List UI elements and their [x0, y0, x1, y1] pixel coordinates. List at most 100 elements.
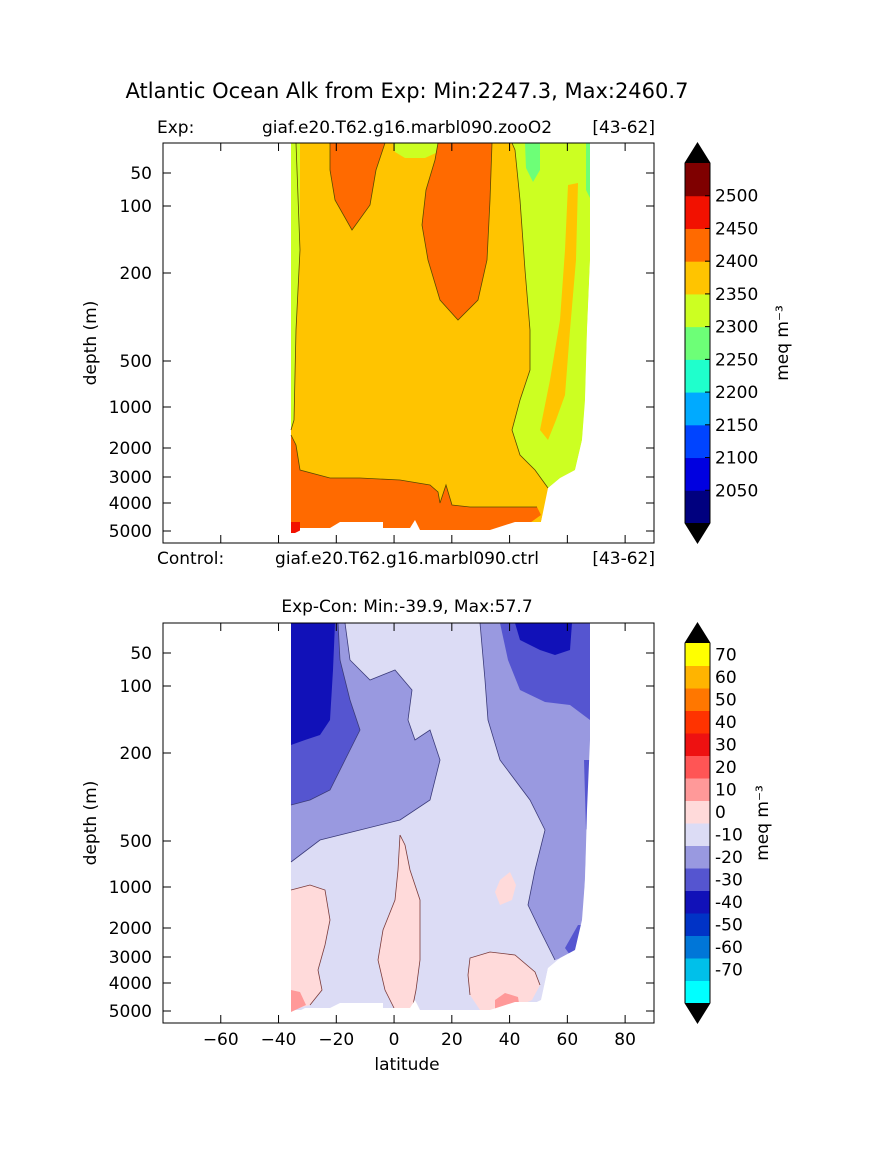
y-tick-label: 200 — [120, 744, 152, 764]
top-footer-center: giaf.e20.T62.g16.marbl090.ctrl — [275, 549, 539, 569]
bottom-field-p10-mid — [378, 835, 420, 1010]
bottom-plot-frame — [162, 622, 655, 1024]
colorbar-tick-label: 2200 — [715, 383, 758, 403]
top-plot-frame — [162, 142, 655, 544]
colorbar-segment — [685, 733, 710, 756]
y-tick-label: 1000 — [109, 878, 152, 898]
colorbar-segment — [685, 490, 710, 524]
y-tick-label: 2000 — [109, 919, 152, 939]
bottom-field-m40-left — [291, 623, 335, 745]
x-tick-label: 40 — [499, 1030, 521, 1050]
top-field-2300-mid — [393, 143, 440, 158]
colorbar-segment — [685, 688, 710, 711]
colorbar-tick-label: 2050 — [715, 481, 758, 501]
colorbar-under-triangle — [685, 1003, 710, 1023]
top-field-2350-intrusion — [540, 183, 578, 440]
y-tick-label: 100 — [120, 197, 152, 217]
colorbar-outline — [684, 142, 711, 544]
figure-title: Atlantic Ocean Alk from Exp: Min:2247.3,… — [126, 79, 689, 103]
bottom-seafloor-mask — [291, 623, 654, 1023]
bottom-contour-line-a — [290, 623, 441, 863]
top-contour-line-c — [329, 143, 386, 231]
colorbar-segment — [685, 890, 710, 914]
colorbar-segment — [685, 755, 710, 779]
colorbar-segment — [685, 980, 710, 1004]
colorbar-tick-label: -20 — [715, 848, 743, 868]
bottom-contour-line-f — [467, 951, 541, 996]
bottom-y-label: depth (m) — [81, 781, 101, 866]
colorbar-outline — [684, 622, 711, 1024]
y-tick-label: 4000 — [109, 974, 152, 994]
colorbar-tick-label: 70 — [715, 645, 737, 665]
x-tick-label: −20 — [318, 1030, 354, 1050]
top-header-right: [43-62] — [592, 118, 655, 138]
bottom-contour-line-b — [479, 623, 556, 961]
top-contour-field — [290, 143, 654, 543]
colorbar-tick-label: 20 — [715, 758, 737, 778]
x-tick-label: 80 — [614, 1030, 636, 1050]
y-tick-label: 2000 — [109, 439, 152, 459]
bottom-colorbar-label: meq m⁻³ — [753, 785, 773, 861]
bottom-y-axis: 50 100 200 500 1000 2000 3000 4000 5000 — [109, 644, 654, 1022]
colorbar-over-triangle — [685, 623, 710, 643]
bottom-contour-field — [290, 623, 654, 1023]
y-tick-label: 50 — [130, 644, 152, 664]
colorbar-tick-label: 2300 — [715, 318, 758, 338]
top-header-left: Exp: — [157, 118, 194, 138]
top-footer-right: [43-62] — [592, 549, 655, 569]
colorbar-segment — [685, 823, 710, 846]
top-y-label: depth (m) — [81, 301, 101, 386]
top-header-center: giaf.e20.T62.g16.marbl090.zooO2 — [262, 118, 552, 138]
top-field-2450 — [291, 522, 300, 533]
y-tick-label: 3000 — [109, 468, 152, 488]
top-y-axis: 50 100 200 500 1000 2000 3000 4000 5000 — [109, 143, 654, 543]
top-contour-line-a — [290, 143, 301, 431]
top-seafloor-mask — [291, 143, 654, 543]
colorbar-segment — [685, 800, 710, 824]
top-contour-line-e — [290, 434, 537, 508]
x-tick-label: −40 — [261, 1030, 297, 1050]
colorbar-segment — [685, 163, 710, 197]
y-tick-label: 50 — [130, 164, 152, 184]
colorbar-tick-label: 2350 — [715, 285, 758, 305]
bottom-field-m30-deep — [565, 925, 582, 955]
colorbar-tick-label: 40 — [715, 713, 737, 733]
colorbar-segment — [685, 868, 710, 891]
bottom-contour-line-c — [290, 623, 361, 806]
colorbar-over-triangle — [685, 143, 710, 163]
top-contour-line-b — [511, 143, 549, 489]
bottom-field-m40-right — [515, 623, 572, 655]
colorbar-tick-label: -70 — [715, 960, 743, 980]
colorbar-tick-label: -60 — [715, 938, 743, 958]
colorbar-tick-label: -40 — [715, 893, 743, 913]
colorbar-tick-label: -50 — [715, 915, 743, 935]
colorbar-segment — [685, 457, 710, 491]
y-tick-label: 3000 — [109, 948, 152, 968]
colorbar-tick-label: 30 — [715, 735, 737, 755]
y-tick-label: 4000 — [109, 494, 152, 514]
x-tick-label: 20 — [441, 1030, 463, 1050]
colorbar-tick-label: 2450 — [715, 219, 758, 239]
colorbar-tick-label: 2100 — [715, 449, 758, 469]
colorbar-segment — [685, 424, 710, 459]
top-field-2250-b — [586, 143, 591, 200]
colorbar-tick-label: 0 — [715, 803, 726, 823]
colorbar-tick-label: 50 — [715, 690, 737, 710]
colorbar-segment — [685, 326, 710, 360]
bottom-contour-line-e — [377, 834, 421, 1011]
bottom-x-label: latitude — [374, 1055, 439, 1075]
colorbar-under-triangle — [685, 523, 710, 543]
bottom-panel: Exp-Con: Min:-39.9, Max:57.7 — [81, 597, 773, 1075]
x-tick-label: 60 — [557, 1030, 579, 1050]
bottom-contour-line-d — [290, 884, 331, 1006]
y-tick-label: 100 — [120, 677, 152, 697]
bottom-field-p10-left — [291, 885, 330, 1010]
bottom-title: Exp-Con: Min:-39.9, Max:57.7 — [281, 597, 532, 617]
top-field-2250-a — [525, 143, 540, 182]
colorbar-segment — [685, 958, 710, 981]
top-field-2400-mid — [422, 143, 492, 320]
top-field-2400-deep — [291, 435, 541, 535]
top-contour-line-d — [421, 143, 493, 321]
colorbar-segment — [685, 359, 710, 393]
